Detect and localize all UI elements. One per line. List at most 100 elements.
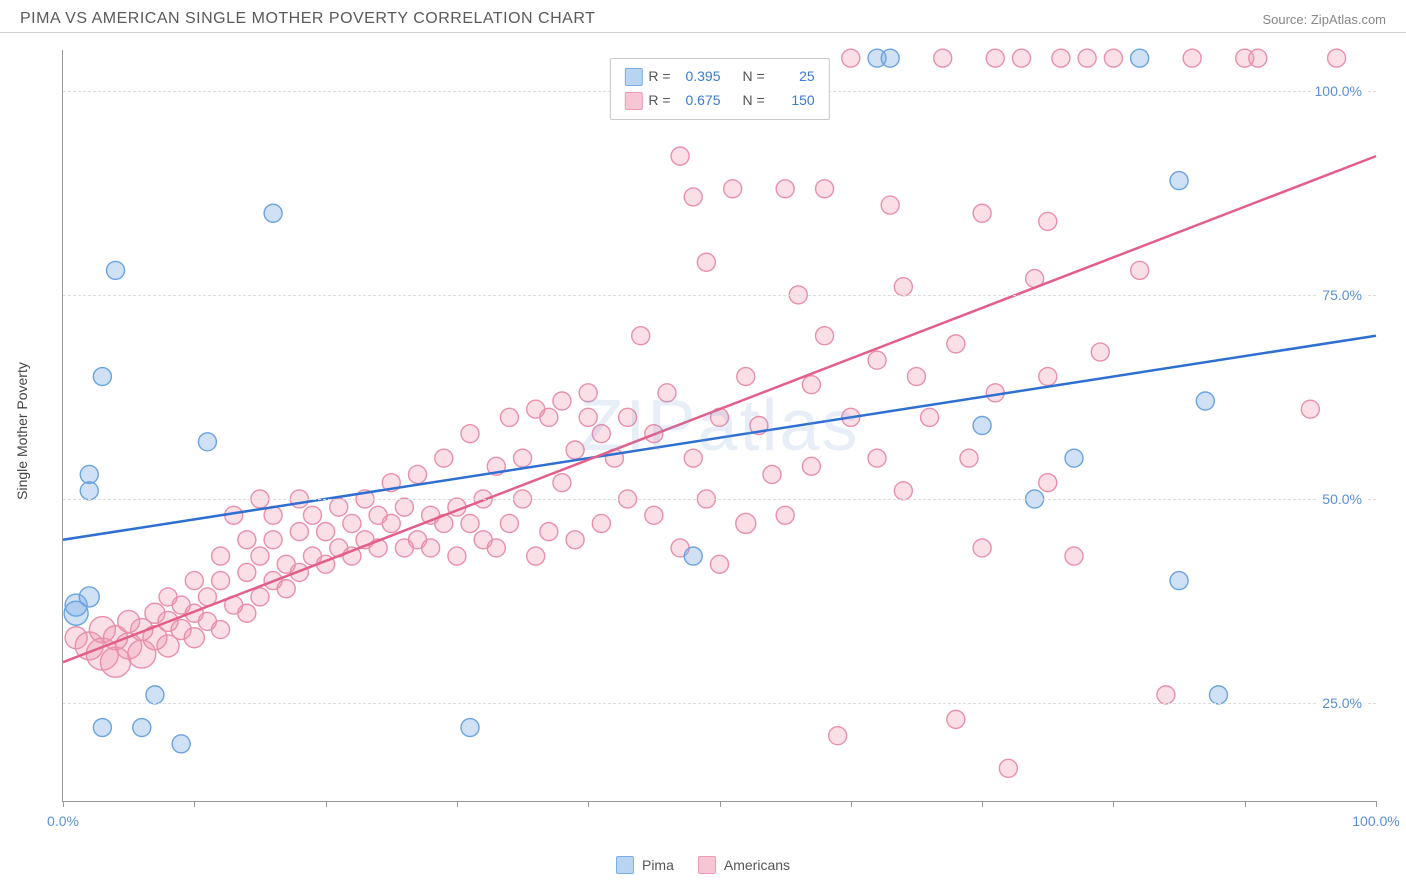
scatter-point (553, 474, 571, 492)
legend-item-pima: Pima (616, 856, 674, 874)
scatter-point (802, 376, 820, 394)
scatter-point (264, 204, 282, 222)
scatter-point (1078, 49, 1096, 67)
x-tick-label: 0.0% (47, 813, 79, 829)
scatter-point (711, 555, 729, 573)
scatter-point (330, 498, 348, 516)
scatter-point (1039, 212, 1057, 230)
scatter-point (172, 735, 190, 753)
scatter-point (251, 588, 269, 606)
x-tick (63, 801, 64, 807)
y-axis-label: Single Mother Poverty (14, 362, 30, 500)
scatter-point (907, 368, 925, 386)
scatter-point (645, 506, 663, 524)
scatter-point (238, 531, 256, 549)
legend-r-label: R = (648, 89, 670, 113)
scatter-point (395, 498, 413, 516)
scatter-point (658, 384, 676, 402)
scatter-point (973, 204, 991, 222)
x-tick-label: 100.0% (1352, 813, 1399, 829)
scatter-point (409, 465, 427, 483)
scatter-point (1091, 343, 1109, 361)
scatter-point (238, 563, 256, 581)
scatter-point (264, 531, 282, 549)
legend-americans-label: Americans (724, 857, 790, 873)
scatter-point (632, 327, 650, 345)
x-tick (1245, 801, 1246, 807)
gridline (63, 703, 1376, 704)
scatter-point (934, 49, 952, 67)
scatter-point (1012, 49, 1030, 67)
scatter-point (277, 580, 295, 598)
scatter-point (1183, 49, 1201, 67)
scatter-point (435, 449, 453, 467)
scatter-point (947, 335, 965, 353)
scatter-point (816, 327, 834, 345)
scatter-point (776, 180, 794, 198)
scatter-point (1052, 49, 1070, 67)
scatter-point (461, 719, 479, 737)
scatter-point (1328, 49, 1346, 67)
scatter-point (212, 572, 230, 590)
plot-area: ZIPatlas R = 0.395 N = 25 R = 0.675 N = … (62, 50, 1376, 802)
x-tick (1113, 801, 1114, 807)
scatter-point (514, 449, 532, 467)
scatter-point (671, 147, 689, 165)
y-tick-label: 75.0% (1318, 287, 1366, 303)
scatter-point (540, 523, 558, 541)
scatter-point (1301, 400, 1319, 418)
scatter-point (973, 417, 991, 435)
scatter-point (1065, 449, 1083, 467)
legend-row-americans: R = 0.675 N = 150 (624, 89, 814, 113)
scatter-point (763, 465, 781, 483)
scatter-point (566, 441, 584, 459)
scatter-point (527, 547, 545, 565)
scatter-point (1249, 49, 1267, 67)
scatter-point (1039, 474, 1057, 492)
scatter-point (184, 628, 204, 648)
scatter-point (500, 408, 518, 426)
scatter-point (894, 278, 912, 296)
scatter-point (1131, 261, 1149, 279)
scatter-point (382, 514, 400, 532)
scatter-point (894, 482, 912, 500)
chart-source: Source: ZipAtlas.com (1262, 12, 1386, 27)
scatter-point (212, 547, 230, 565)
scatter-point (238, 604, 256, 622)
scatter-point (133, 719, 151, 737)
scatter-point (1104, 49, 1122, 67)
legend-series: Pima Americans (616, 856, 790, 874)
chart-title: PIMA VS AMERICAN SINGLE MOTHER POVERTY C… (20, 10, 595, 28)
trend-line (63, 336, 1376, 540)
x-tick (588, 801, 589, 807)
legend-pima-n: 25 (771, 65, 815, 89)
x-tick (720, 801, 721, 807)
scatter-point (185, 572, 203, 590)
legend-item-americans: Americans (698, 856, 790, 874)
scatter-point (960, 449, 978, 467)
legend-r-label: R = (648, 65, 670, 89)
legend-pima-label: Pima (642, 857, 674, 873)
scatter-point (80, 465, 98, 483)
x-tick (457, 801, 458, 807)
scatter-point (986, 49, 1004, 67)
scatter-point (684, 188, 702, 206)
scatter-point (579, 384, 597, 402)
scatter-point (842, 49, 860, 67)
swatch-pima-icon (624, 68, 642, 86)
scatter-point (422, 539, 440, 557)
scatter-point (448, 547, 466, 565)
y-tick-label: 100.0% (1311, 83, 1366, 99)
gridline (63, 499, 1376, 500)
scatter-point (579, 408, 597, 426)
scatter-point (212, 621, 230, 639)
scatter-point (461, 425, 479, 443)
scatter-point (697, 253, 715, 271)
scatter-point (592, 514, 610, 532)
plot-svg (63, 50, 1376, 801)
swatch-americans-icon (698, 856, 716, 874)
legend-pima-r: 0.395 (677, 65, 721, 89)
legend-americans-r: 0.675 (677, 89, 721, 113)
chart-container: Single Mother Poverty ZIPatlas R = 0.395… (42, 40, 1396, 822)
scatter-point (921, 408, 939, 426)
